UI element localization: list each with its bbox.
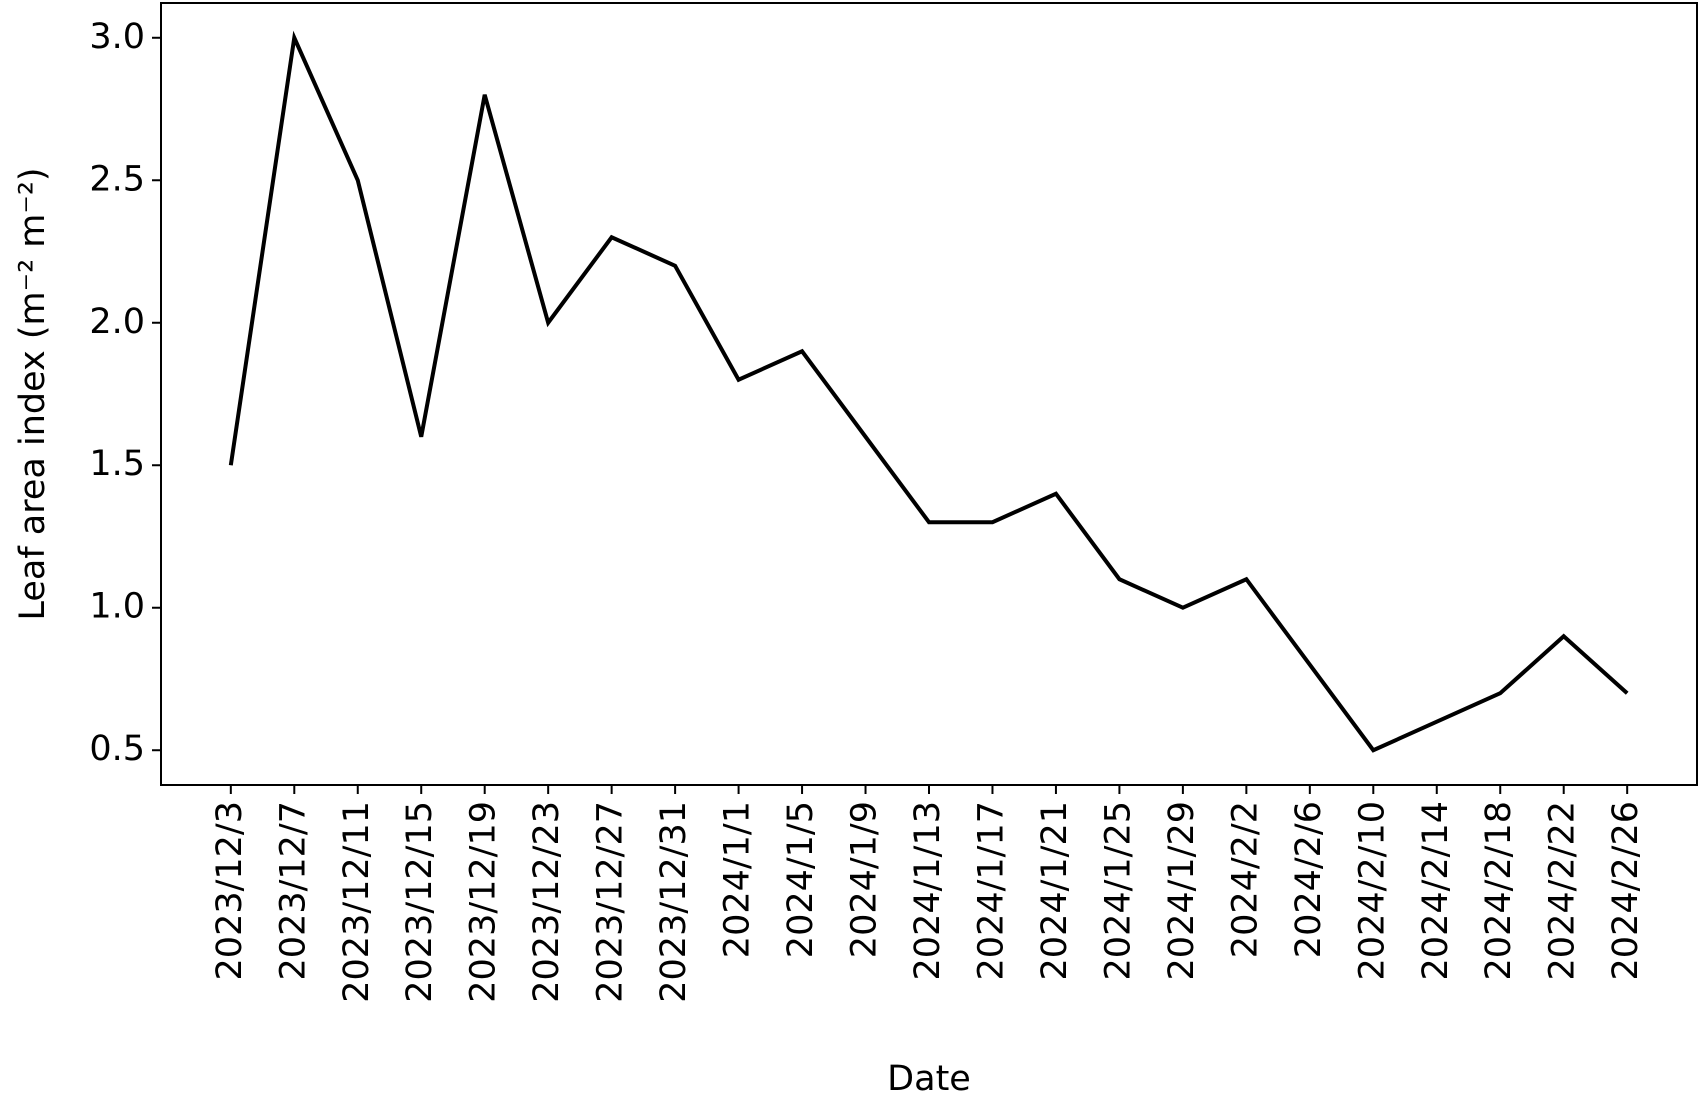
y-tick-label: 0.5 [89,729,145,769]
x-tick-label: 2024/1/9 [845,801,885,958]
x-tick-label: 2024/2/6 [1289,801,1329,958]
y-tick-label: 2.5 [89,159,145,199]
x-tick-label: 2024/1/29 [1162,801,1202,980]
x-tick-label: 2024/2/14 [1416,801,1456,980]
x-tick-label: 2024/1/13 [908,801,948,980]
x-tick-label: 2023/12/23 [527,801,567,1003]
x-tick-label: 2023/12/27 [591,801,631,1003]
y-tick-label: 1.5 [89,444,145,484]
x-tick-label: 2023/12/31 [654,801,694,1003]
x-tick-label: 2024/2/22 [1543,801,1583,980]
x-tick-label: 2024/2/26 [1606,801,1646,980]
y-tick-label: 1.0 [89,587,145,627]
x-tick-label: 2024/2/18 [1479,801,1519,980]
y-tick-label: 3.0 [89,17,145,57]
y-tick-label: 2.0 [89,302,145,342]
x-tick-label: 2024/2/2 [1225,801,1265,958]
x-tick-label: 2024/1/17 [971,801,1011,980]
x-tick-label: 2023/12/19 [464,801,504,1003]
x-tick-label: 2024/2/10 [1352,801,1392,980]
x-tick-label: 2023/12/15 [400,801,440,1003]
plot-frame [160,2,1698,786]
data-line [228,30,1629,753]
x-tick-label: 2023/12/3 [210,801,250,980]
x-tick-label: 2023/12/7 [273,801,313,980]
x-tick-label: 2024/1/5 [781,801,821,958]
x-axis-label: Date [887,1059,971,1099]
x-tick-label: 2024/1/1 [718,801,758,958]
y-axis-label: Leaf area index (m⁻² m⁻²) [13,167,53,620]
x-tick-label: 2024/1/21 [1035,801,1075,980]
x-tick-label: 2023/12/11 [337,801,377,1003]
x-tick-label: 2024/1/25 [1098,801,1138,980]
